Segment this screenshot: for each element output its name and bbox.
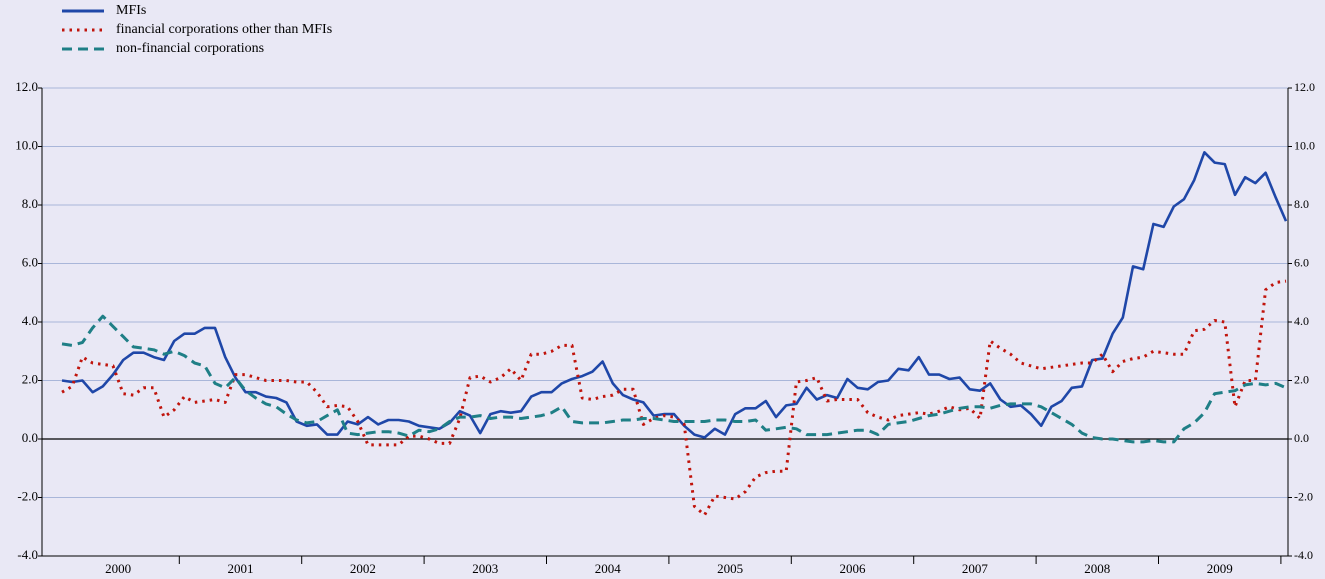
- x-tick-label: 2004: [595, 561, 622, 576]
- y2-tick-label: 4.0: [1294, 314, 1309, 328]
- x-tick-label: 2002: [350, 561, 376, 576]
- x-tick-label: 2009: [1207, 561, 1233, 576]
- x-tick-label: 2006: [840, 561, 867, 576]
- x-tick-label: 2000: [105, 561, 131, 576]
- x-tick-label: 2005: [717, 561, 743, 576]
- y2-tick-label: 0.0: [1294, 431, 1309, 445]
- x-tick-label: 2007: [962, 561, 989, 576]
- y-tick-label: 0.0: [22, 430, 38, 445]
- x-tick-label: 2008: [1084, 561, 1110, 576]
- y2-tick-label: -2.0: [1294, 489, 1313, 503]
- y-tick-label: 4.0: [22, 313, 38, 328]
- legend-label: non-financial corporations: [116, 41, 264, 56]
- y-tick-label: 2.0: [22, 371, 38, 386]
- y-tick-label: 10.0: [15, 137, 38, 152]
- y2-tick-label: 12.0: [1294, 80, 1315, 94]
- y2-tick-label: 8.0: [1294, 197, 1309, 211]
- y-tick-label: -2.0: [17, 488, 38, 503]
- legend-label: MFIs: [116, 3, 146, 18]
- y2-tick-label: 10.0: [1294, 138, 1315, 152]
- x-tick-label: 2003: [472, 561, 498, 576]
- series-line: [61, 151, 1288, 439]
- x-tick-label: 2001: [228, 561, 254, 576]
- series-line: [61, 314, 1287, 444]
- y-tick-label: -4.0: [17, 547, 38, 562]
- y-tick-label: 8.0: [22, 196, 38, 211]
- y-tick-label: 6.0: [22, 254, 38, 269]
- y2-tick-label: -4.0: [1294, 548, 1313, 562]
- y-tick-label: 12.0: [15, 79, 38, 94]
- y2-tick-label: 6.0: [1294, 255, 1309, 269]
- y2-tick-label: 2.0: [1294, 372, 1309, 386]
- legend-label: financial corporations other than MFIs: [116, 22, 332, 37]
- series-line: [61, 279, 1287, 517]
